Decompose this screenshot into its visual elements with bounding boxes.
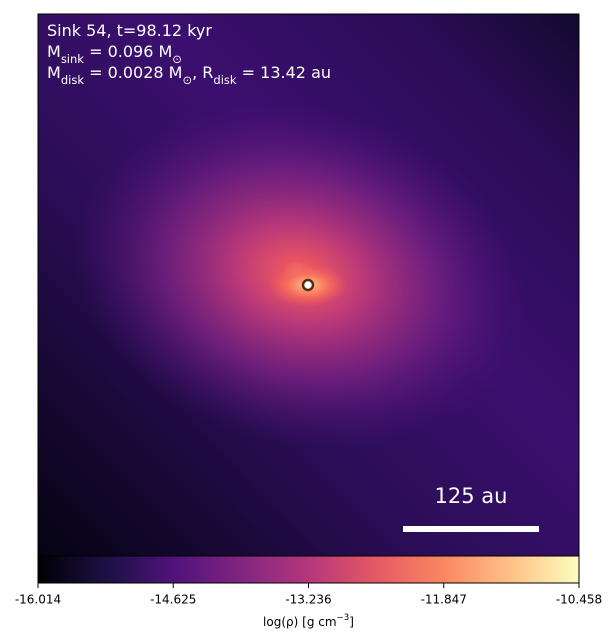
colorbar-tick-label: -16.014 [15,593,61,607]
text-segment: = 0.096 M [84,42,172,61]
density-image [38,14,579,556]
colorbar-label: log(ρ) [g cm−3] [263,613,354,629]
text-segment: M [47,42,61,61]
colorbar-tick-label: -10.458 [556,593,602,607]
text-segment: ⊙ [182,73,192,87]
annotation: Mdisk = 0.0028 M⊙, Rdisk = 13.42 au [47,63,331,87]
text-segment: ] [349,615,354,629]
text-segment: = 0.0028 M [84,63,182,82]
text-segment: Sink 54, t=98.12 kyr [47,21,212,40]
text-segment: ⊙ [172,52,182,66]
text-segment: −3 [337,613,350,623]
colorbar-tick-label: -13.236 [285,593,331,607]
scale-bar-label: 125 au [435,484,508,508]
text-segment: , R [192,63,213,82]
text-segment: M [47,63,61,82]
scale-bar [403,526,539,532]
text-segment: disk [61,73,85,87]
text-segment: disk [213,73,237,87]
text-segment: = 13.42 au [237,63,331,82]
sink-marker [301,278,315,292]
annotation: Msink = 0.096 M⊙ [47,42,182,66]
text-segment: log(ρ) [g cm [263,615,337,629]
colorbar [37,555,580,584]
colorbar-axis: -16.014 -14.625 -13.236 -11.847 -10.458 log(ρ… [15,583,602,629]
text-segment: sink [61,52,84,66]
annotation: Sink 54, t=98.12 kyr [47,21,212,40]
colorbar-tick-label: -11.847 [421,593,467,607]
colorbar-tick-label: -14.625 [150,593,196,607]
